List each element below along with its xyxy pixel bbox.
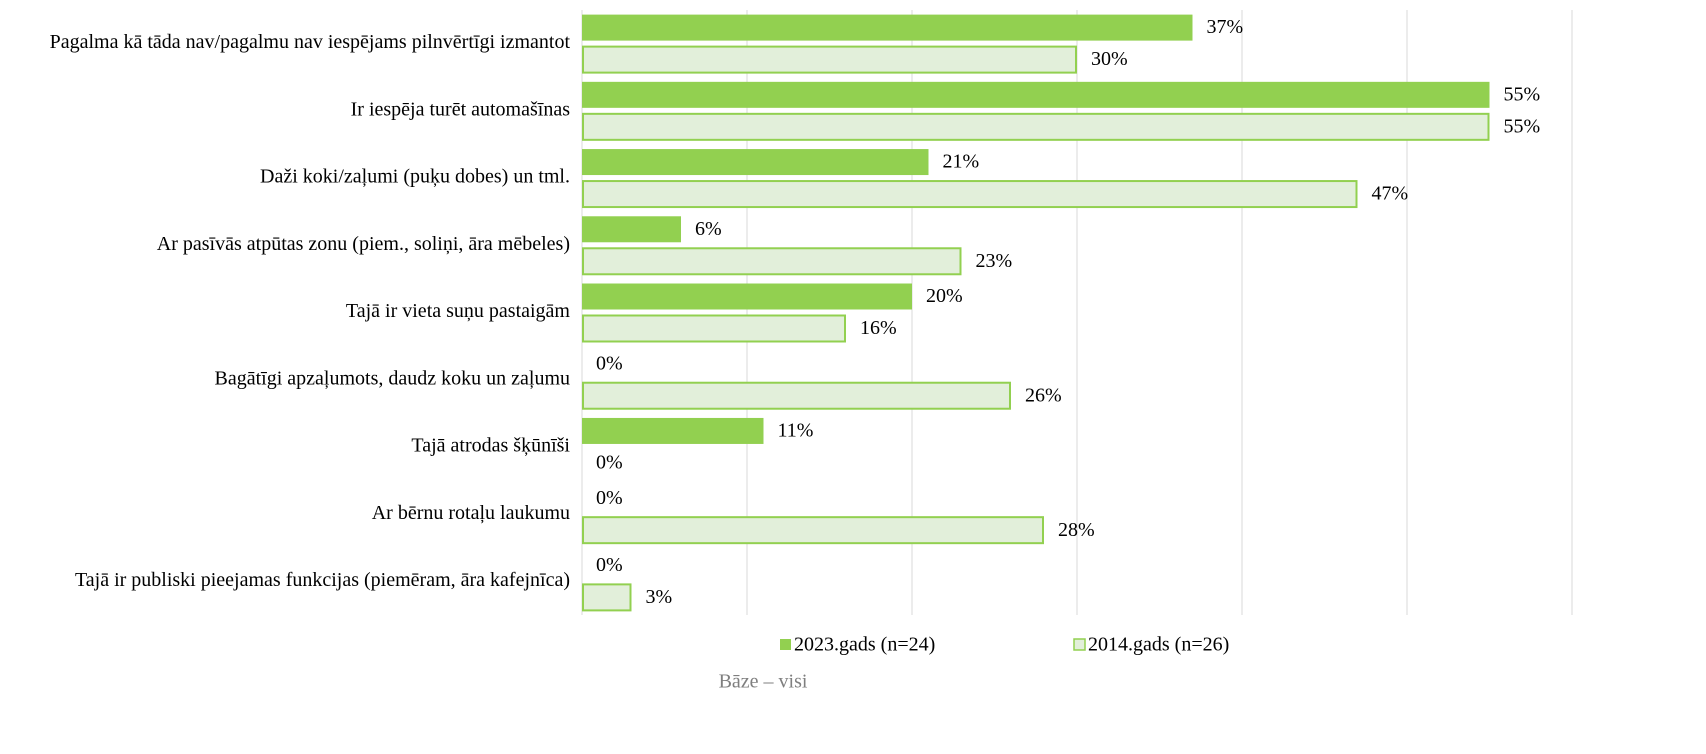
data-label: 26% [1025,384,1062,406]
data-label: 55% [1504,83,1541,105]
bar [582,583,632,612]
bar [582,516,1044,545]
bar [582,14,1193,41]
bar [582,45,1077,74]
bar [582,314,846,343]
category-label: Tajā ir vieta suņu pastaigām [346,300,571,322]
footnote: Bāze – visi [719,671,808,693]
bar [582,112,1490,141]
data-label: 23% [976,250,1013,272]
data-label: 16% [860,317,897,339]
category-label: Ar bērnu rotaļu laukumu [372,502,570,524]
data-label: 0% [596,452,623,474]
bar [582,216,681,243]
data-label: 0% [596,487,623,509]
data-label: 47% [1372,183,1409,205]
category-label: Bagātīgi apzaļumots, daudz koku un zaļum… [215,367,570,389]
bar [582,417,764,444]
legend-swatch [780,639,791,650]
data-label: 21% [943,151,980,173]
category-label: Daži koki/zaļumi (puķu dobes) un tml. [260,166,570,188]
legend-swatch [1073,638,1086,651]
bar [582,149,929,176]
data-label: 30% [1091,48,1128,70]
category-label: Ar pasīvās atpūtas zonu (piem., soliņi, … [157,233,570,255]
data-label: 0% [596,554,623,576]
bar [582,283,912,310]
bar [582,247,962,276]
bar [582,81,1490,108]
category-label: Tajā ir publiski pieejamas funkcijas (pi… [75,569,570,591]
legend-label: 2023.gads (n=24) [794,634,935,656]
data-label: 55% [1504,115,1541,137]
data-label: 0% [596,352,623,374]
bar [582,381,1011,410]
data-label: 28% [1058,519,1095,541]
legend-label: 2014.gads (n=26) [1088,634,1229,656]
category-label: Pagalma kā tāda nav/pagalmu nav iespējam… [50,31,571,53]
category-label: Ir iespēja turēt automašīnas [351,98,571,120]
bar [582,180,1358,209]
data-label: 20% [926,285,963,307]
data-label: 11% [778,420,814,442]
category-label: Tajā atrodas šķūnīši [411,435,570,457]
data-label: 3% [646,586,673,608]
data-label: 6% [695,218,722,240]
data-label: 37% [1207,16,1244,38]
